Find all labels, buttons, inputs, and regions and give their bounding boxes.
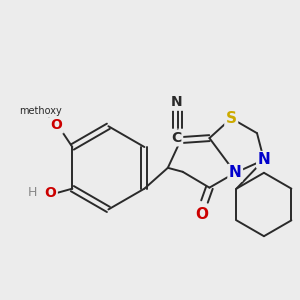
Text: N: N bbox=[171, 95, 183, 110]
Text: N: N bbox=[229, 165, 242, 180]
Text: O: O bbox=[195, 207, 208, 222]
Text: S: S bbox=[226, 111, 237, 126]
Text: O: O bbox=[45, 186, 56, 200]
Text: H: H bbox=[28, 186, 38, 199]
Text: N: N bbox=[258, 152, 270, 167]
Text: methoxy: methoxy bbox=[19, 106, 62, 116]
Text: C: C bbox=[172, 131, 182, 145]
Text: O: O bbox=[51, 118, 62, 132]
